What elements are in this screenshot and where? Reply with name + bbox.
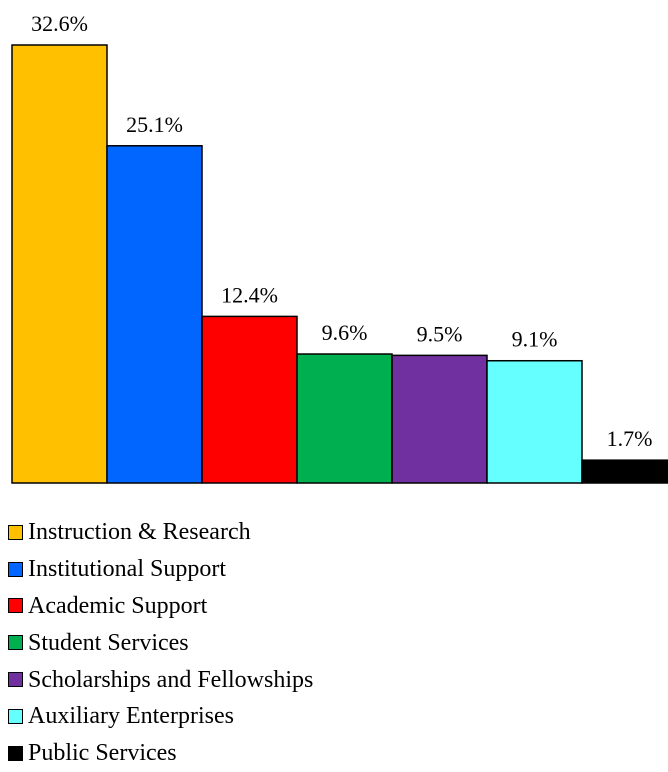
- data-label-academic-support: 12.4%: [221, 282, 278, 307]
- bar-scholarships-and-fellowships: [391, 354, 488, 484]
- data-label-public-services: 1.7%: [607, 426, 653, 451]
- legend-item-scholarships-and-fellowships: Scholarships and Fellowships: [8, 661, 313, 698]
- data-label-scholarships-and-fellowships: 9.5%: [417, 321, 463, 346]
- legend-label: Auxiliary Enterprises: [28, 703, 234, 730]
- legend-swatch: [8, 672, 23, 688]
- legend: Instruction & Research Institutional Supp…: [8, 514, 313, 772]
- bar-chart: 32.6% 25.1% 12.4% 9.6% 9.5% 9.1% 1.7%: [11, 11, 668, 484]
- legend-item-academic-support: Academic Support: [8, 588, 313, 625]
- legend-label: Scholarships and Fellowships: [28, 666, 314, 693]
- legend-swatch: [8, 598, 23, 614]
- data-label-instruction-research: 32.6%: [31, 11, 88, 36]
- legend-label: Student Services: [28, 629, 189, 656]
- data-label-auxiliary-enterprises: 9.1%: [512, 327, 558, 352]
- legend-swatch: [8, 635, 23, 651]
- legend-swatch: [8, 745, 23, 761]
- legend-swatch: [8, 561, 23, 577]
- bar-academic-support: [201, 315, 298, 484]
- bar-institutional-support: [106, 145, 203, 484]
- legend-swatch: [8, 708, 23, 724]
- legend-item-instruction-research: Instruction & Research: [8, 514, 313, 551]
- legend-item-institutional-support: Institutional Support: [8, 551, 313, 588]
- legend-item-student-services: Student Services: [8, 624, 313, 661]
- bars-group: [11, 44, 668, 484]
- bar-instruction-research: [11, 44, 108, 484]
- bar-auxiliary-enterprises: [486, 359, 583, 484]
- bar-student-services: [296, 353, 393, 484]
- legend-swatch: [8, 524, 23, 540]
- legend-label: Academic Support: [28, 592, 208, 619]
- legend-label: Instruction & Research: [28, 519, 251, 546]
- legend-item-public-services: Public Services: [8, 735, 313, 772]
- legend-label: Public Services: [28, 740, 177, 767]
- bar-public-services: [581, 459, 668, 484]
- data-label-student-services: 9.6%: [322, 320, 368, 345]
- legend-label: Institutional Support: [28, 556, 226, 583]
- legend-item-auxiliary-enterprises: Auxiliary Enterprises: [8, 698, 313, 735]
- data-labels-group: 32.6% 25.1% 12.4% 9.6% 9.5% 9.1% 1.7%: [31, 11, 652, 451]
- data-label-institutional-support: 25.1%: [126, 112, 183, 137]
